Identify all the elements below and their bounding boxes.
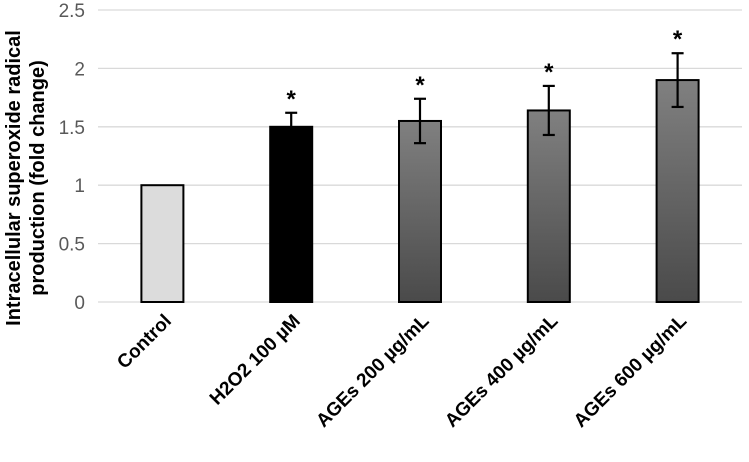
significance-star-4: * [673,26,683,53]
bar-2 [398,119,442,303]
significance-star-2: * [415,72,425,99]
error-bars [285,52,684,145]
y-tick-label: 2.5 [59,1,85,22]
y-axis-label-line-2: production (fold change) [27,60,49,296]
significance-markers: * * * * [287,26,683,113]
error-bar-4 [671,52,684,109]
y-tick-label: 2 [74,59,85,80]
bar-3 [526,109,571,303]
bar-0 [140,184,185,303]
y-axis-ticks: 0 0.5 1 1.5 2 2.5 [59,1,85,314]
category-label-0: Control [113,311,176,374]
category-label-1: H2O2 100 µM [206,311,305,410]
y-axis-label: Intracellular superoxide radical product… [3,30,49,326]
error-bar-1 [285,111,298,142]
y-axis-label-line-1: Intracellular superoxide radical [3,30,25,326]
category-label-4: AGEs 600 µg/mL [570,310,691,431]
category-label-2: AGEs 200 µg/mL [312,310,433,431]
y-tick-label: 0.5 [59,235,85,256]
x-axis-category-labels: Control H2O2 100 µM AGEs 200 µg/mL AGEs 400… [113,310,691,431]
error-bar-2 [414,97,426,145]
category-label-3: AGEs 400 µg/mL [441,310,562,431]
y-tick-label: 0 [74,293,85,314]
significance-star-3: * [544,59,554,86]
bar-1 [269,125,314,303]
bar-4 [655,79,700,303]
y-tick-label: 1.5 [59,118,85,139]
y-tick-label: 1 [74,176,85,197]
significance-star-1: * [287,86,297,113]
error-bar-3 [542,84,555,137]
